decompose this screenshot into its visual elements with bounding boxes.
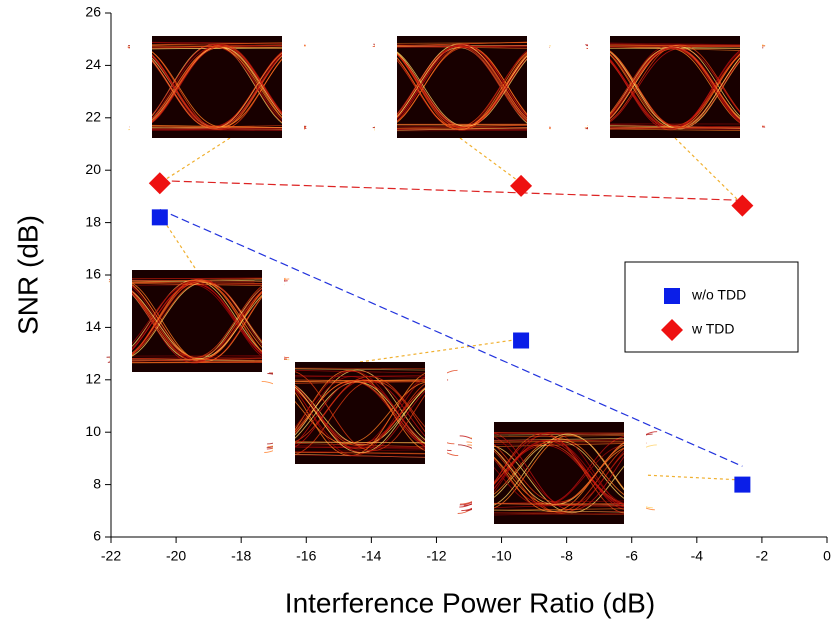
eye-mask xyxy=(262,270,284,372)
marker-square xyxy=(734,477,750,493)
eye-mask xyxy=(130,36,152,138)
eye-mask xyxy=(375,36,397,138)
marker-diamond xyxy=(510,175,532,197)
x-tick-label: -2 xyxy=(756,548,769,564)
y-tick-label: 8 xyxy=(93,475,101,491)
legend-box xyxy=(625,262,798,352)
legend-label: w/o TDD xyxy=(691,287,746,303)
y-tick-label: 10 xyxy=(85,423,101,439)
eye-mask xyxy=(282,36,304,138)
x-tick-label: -12 xyxy=(426,548,446,564)
marker-square xyxy=(152,209,168,225)
leader-line xyxy=(675,138,742,204)
eye-mask xyxy=(740,36,762,138)
eye-mask xyxy=(425,362,447,464)
chart: Interference Power Ratio (dB) SNR (dB) 6… xyxy=(0,0,833,623)
eye-mask xyxy=(624,422,646,524)
x-tick-label: -10 xyxy=(491,548,511,564)
y-tick-label: 26 xyxy=(85,4,101,20)
marker-square xyxy=(513,333,529,349)
eye-mask xyxy=(110,270,132,372)
y-tick-label: 12 xyxy=(85,371,101,387)
marker-diamond xyxy=(731,195,753,217)
leader-line xyxy=(460,138,521,183)
x-tick-label: -16 xyxy=(296,548,316,564)
x-tick-label: -8 xyxy=(560,548,573,564)
x-axis-label: Interference Power Ratio (dB) xyxy=(285,587,655,618)
x-tick-label: -4 xyxy=(691,548,704,564)
x-tick-label: -22 xyxy=(101,548,121,564)
x-tick-label: -6 xyxy=(626,548,639,564)
eye-mask xyxy=(472,422,494,524)
leader-line xyxy=(160,138,230,183)
x-tick-label: -18 xyxy=(231,548,251,564)
y-tick-label: 20 xyxy=(85,161,101,177)
x-tick-label: -20 xyxy=(166,548,186,564)
eye-mask xyxy=(273,362,295,464)
y-tick-label: 16 xyxy=(85,266,101,282)
x-tick-label: 0 xyxy=(823,548,831,564)
trend-line xyxy=(160,181,743,201)
marker-diamond xyxy=(149,172,171,194)
eye-mask xyxy=(588,36,610,138)
x-tick-label: -14 xyxy=(361,548,381,564)
marker-square xyxy=(664,288,680,304)
y-tick-label: 22 xyxy=(85,109,101,125)
legend-label: w TDD xyxy=(691,321,735,337)
y-tick-label: 14 xyxy=(85,318,101,334)
y-axis-label: SNR (dB) xyxy=(12,215,43,335)
y-tick-label: 18 xyxy=(85,213,101,229)
leader-line xyxy=(360,339,521,362)
y-tick-label: 24 xyxy=(85,56,101,72)
y-tick-label: 6 xyxy=(93,528,101,544)
eye-mask xyxy=(527,36,549,138)
